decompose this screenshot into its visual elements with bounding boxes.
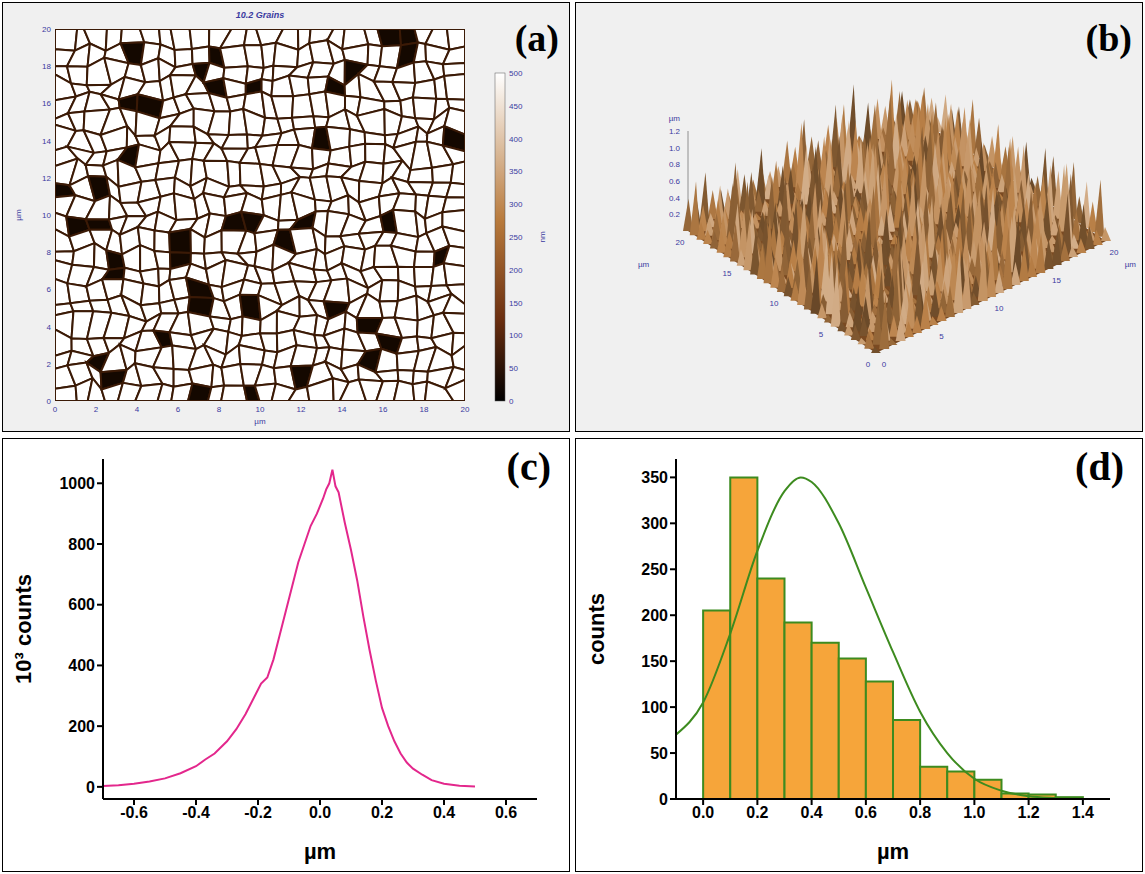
svg-text:0.4: 0.4 [669, 194, 681, 203]
svg-text:15: 15 [1052, 276, 1061, 285]
svg-text:14: 14 [338, 405, 347, 414]
svg-text:600: 600 [68, 596, 95, 613]
svg-text:350: 350 [509, 167, 523, 176]
svg-text:0: 0 [509, 397, 514, 406]
svg-text:15: 15 [723, 269, 732, 278]
svg-text:1.0: 1.0 [963, 804, 985, 821]
svg-text:0.6: 0.6 [495, 804, 517, 821]
svg-text:5: 5 [819, 330, 824, 339]
svg-text:(a): (a) [515, 17, 559, 60]
svg-text:1.2: 1.2 [1018, 804, 1040, 821]
svg-text:2: 2 [94, 405, 99, 414]
svg-text:0.4: 0.4 [433, 804, 455, 821]
svg-text:(b): (b) [1086, 17, 1132, 60]
svg-text:350: 350 [641, 469, 668, 486]
svg-text:50: 50 [650, 745, 668, 762]
svg-text:1.2: 1.2 [669, 127, 681, 136]
svg-text:-0.6: -0.6 [120, 804, 148, 821]
svg-text:0: 0 [53, 405, 58, 414]
svg-text:0.2: 0.2 [669, 210, 681, 219]
svg-text:0.8: 0.8 [909, 804, 931, 821]
svg-text:0.2: 0.2 [746, 804, 768, 821]
svg-text:16: 16 [42, 99, 51, 108]
svg-text:250: 250 [509, 233, 523, 242]
svg-text:0: 0 [47, 397, 52, 406]
svg-text:200: 200 [509, 266, 523, 275]
svg-text:100: 100 [509, 331, 523, 340]
svg-text:µm: µm [669, 114, 681, 123]
svg-text:1.0: 1.0 [669, 144, 681, 153]
svg-text:6: 6 [47, 285, 52, 294]
svg-text:0.2: 0.2 [371, 804, 393, 821]
svg-text:20: 20 [461, 405, 470, 414]
svg-text:µm: µm [254, 417, 266, 426]
svg-text:300: 300 [509, 200, 523, 209]
svg-text:µm: µm [14, 209, 23, 221]
svg-text:20: 20 [42, 25, 51, 34]
svg-text:nm: nm [538, 231, 547, 242]
svg-text:300: 300 [641, 515, 668, 532]
svg-text:0: 0 [659, 791, 668, 808]
svg-text:-0.2: -0.2 [244, 804, 272, 821]
svg-text:6: 6 [176, 405, 181, 414]
svg-text:0.0: 0.0 [692, 804, 714, 821]
svg-text:800: 800 [68, 536, 95, 553]
svg-text:100: 100 [641, 699, 668, 716]
svg-text:10: 10 [995, 304, 1004, 313]
svg-text:12: 12 [42, 174, 51, 183]
svg-text:200: 200 [68, 718, 95, 735]
svg-text:16: 16 [379, 405, 388, 414]
svg-text:µm: µm [638, 260, 650, 269]
svg-text:0.6: 0.6 [855, 804, 877, 821]
svg-text:0.6: 0.6 [669, 177, 681, 186]
svg-text:µm: µm [877, 839, 909, 864]
svg-text:µm: µm [304, 839, 336, 864]
svg-text:-0.4: -0.4 [182, 804, 210, 821]
svg-text:5: 5 [939, 332, 944, 341]
svg-text:0: 0 [866, 360, 871, 369]
svg-text:0: 0 [86, 779, 95, 796]
svg-text:0.4: 0.4 [801, 804, 823, 821]
svg-text:20: 20 [676, 238, 685, 247]
svg-text:counts: counts [584, 593, 609, 665]
svg-text:10: 10 [256, 405, 265, 414]
svg-text:14: 14 [42, 137, 51, 146]
svg-text:10.2 Grains: 10.2 Grains [236, 10, 285, 20]
svg-text:150: 150 [641, 653, 668, 670]
svg-text:50: 50 [509, 364, 518, 373]
svg-text:1000: 1000 [59, 475, 95, 492]
svg-text:18: 18 [420, 405, 429, 414]
svg-text:0: 0 [882, 360, 887, 369]
svg-text:20: 20 [1110, 248, 1119, 257]
svg-text:8: 8 [217, 405, 222, 414]
svg-text:0.0: 0.0 [309, 804, 331, 821]
svg-text:2: 2 [47, 360, 52, 369]
html-text:(d): (d) [1075, 444, 1124, 489]
svg-text:10: 10 [42, 211, 51, 220]
svg-text:8: 8 [47, 248, 52, 257]
svg-text:4: 4 [135, 405, 140, 414]
svg-text:0.8: 0.8 [669, 160, 681, 169]
svg-text:400: 400 [68, 657, 95, 674]
svg-text:µm: µm [1125, 260, 1137, 269]
svg-text:400: 400 [509, 135, 523, 144]
svg-text:500: 500 [509, 69, 523, 78]
svg-text:250: 250 [641, 561, 668, 578]
svg-text:18: 18 [42, 62, 51, 71]
svg-text:1.4: 1.4 [1072, 804, 1094, 821]
svg-text:4: 4 [47, 323, 52, 332]
svg-text:450: 450 [509, 102, 523, 111]
svg-text:200: 200 [641, 607, 668, 624]
svg-text:12: 12 [297, 405, 306, 414]
html-text:(c): (c) [506, 444, 551, 489]
svg-text:10³ counts: 10³ counts [11, 574, 36, 684]
svg-text:150: 150 [509, 299, 523, 308]
svg-text:10: 10 [770, 299, 779, 308]
